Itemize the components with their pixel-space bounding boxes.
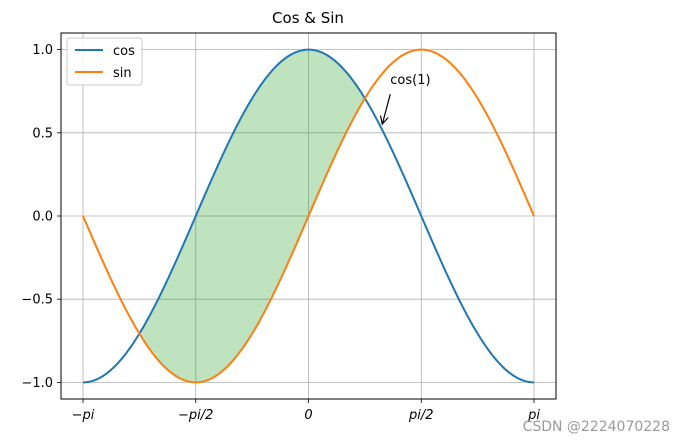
ticks: −pi −pi/2 0 pi/2 pi −1.0 −0.5 0.0 0.5 1.0 <box>21 43 540 423</box>
x-tick-label: pi/2 <box>408 408 434 423</box>
y-tick-label: 0.5 <box>32 126 53 141</box>
x-tick-label: −pi/2 <box>178 408 213 423</box>
chart-title: Cos & Sin <box>272 9 344 27</box>
annotation-text: cos(1) <box>390 73 430 88</box>
fill-area <box>139 49 365 383</box>
y-tick-label: −0.5 <box>21 293 53 308</box>
y-tick-label: 1.0 <box>32 43 53 58</box>
series-line-sin <box>82 48 535 384</box>
legend-label-cos: cos <box>113 44 135 59</box>
x-tick-label: −pi <box>72 408 95 423</box>
x-tick-label: pi <box>527 408 540 423</box>
annotation: cos(1) <box>382 73 431 124</box>
legend-label-sin: sin <box>113 66 132 81</box>
x-tick-label: 0 <box>304 408 312 423</box>
fill-between-area <box>139 49 365 383</box>
legend: cos sin <box>66 37 143 86</box>
watermark: CSDN @2224070228 <box>522 419 670 435</box>
series-line-cos <box>82 48 535 384</box>
series-lines <box>82 48 535 384</box>
annotation-arrow <box>382 93 391 124</box>
y-tick-label: 0.0 <box>32 210 53 225</box>
y-tick-label: −1.0 <box>21 376 53 391</box>
